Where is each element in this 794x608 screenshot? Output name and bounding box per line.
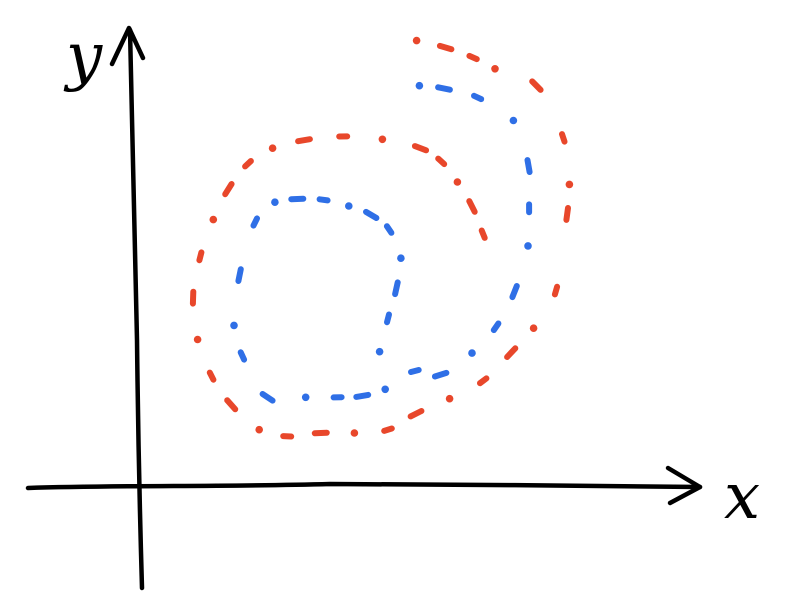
data-point [237, 349, 248, 363]
data-point [466, 52, 480, 63]
data-point [524, 242, 532, 250]
y-axis-label: y [63, 20, 103, 94]
data-point [411, 143, 430, 154]
data-point [431, 369, 450, 380]
data-point [255, 425, 263, 434]
axes: y x [25, 20, 760, 591]
data-point [316, 196, 331, 204]
data-point [471, 92, 485, 103]
data-point [490, 320, 502, 334]
x-axis-arrowhead [665, 465, 703, 506]
data-point [408, 367, 422, 375]
data-point [565, 180, 574, 189]
data-point [436, 42, 455, 53]
data-point [504, 345, 519, 360]
data-point [209, 215, 218, 224]
x-axis-label: x [724, 460, 760, 534]
data-point [559, 131, 568, 145]
data-marks [189, 36, 574, 440]
data-point [222, 181, 235, 198]
data-point [235, 266, 244, 284]
data-point [375, 347, 384, 356]
data-point [363, 208, 380, 221]
data-point [529, 324, 538, 333]
data-point [478, 227, 488, 241]
data-point [563, 205, 571, 223]
data-point [397, 254, 405, 262]
data-point [345, 202, 353, 210]
data-point [206, 369, 217, 383]
data-point [250, 215, 260, 229]
series-1 [230, 81, 533, 404]
y-axis-line [127, 27, 145, 591]
data-point [259, 391, 276, 404]
data-point [392, 279, 401, 298]
data-point [477, 375, 490, 387]
data-point [301, 393, 310, 402]
data-point [353, 391, 372, 400]
y-axis-arrowhead [109, 25, 146, 67]
data-point [468, 349, 476, 357]
data-point [491, 65, 499, 73]
data-point [242, 158, 254, 170]
data-point [415, 81, 424, 90]
data-point [378, 135, 387, 144]
data-point [193, 335, 202, 344]
data-point [407, 408, 425, 420]
data-point [529, 78, 544, 93]
data-point [435, 155, 448, 168]
data-point [196, 249, 205, 264]
data-point [230, 321, 238, 330]
data-point [383, 223, 395, 236]
data-point [384, 311, 392, 326]
data-point [435, 84, 453, 93]
data-point [412, 36, 421, 45]
data-point [288, 195, 307, 203]
data-point [381, 425, 395, 434]
data-point [295, 136, 313, 145]
series-0 [189, 36, 574, 440]
data-point [224, 397, 239, 413]
data-point [524, 157, 533, 175]
data-point [551, 283, 561, 298]
data-point [271, 198, 279, 206]
data-point [445, 394, 454, 403]
data-point [311, 429, 330, 437]
data-point [350, 429, 359, 437]
data-point [509, 283, 520, 301]
data-point [466, 198, 478, 215]
data-point [381, 385, 390, 394]
x-axis-line [25, 481, 703, 491]
data-point [453, 178, 462, 186]
data-point [268, 144, 277, 152]
data-point [509, 116, 518, 125]
